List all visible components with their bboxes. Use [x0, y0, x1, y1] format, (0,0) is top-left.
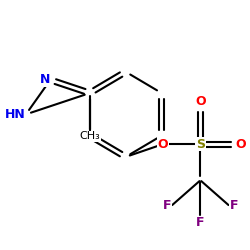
Text: O: O	[236, 138, 246, 151]
Text: F: F	[196, 216, 204, 230]
Text: S: S	[196, 138, 205, 151]
Text: CH₃: CH₃	[80, 131, 100, 141]
Text: HN: HN	[5, 108, 26, 121]
Text: F: F	[230, 199, 238, 212]
Text: N: N	[40, 74, 50, 86]
Text: O: O	[158, 138, 168, 151]
Text: F: F	[163, 199, 171, 212]
Text: O: O	[195, 95, 206, 108]
